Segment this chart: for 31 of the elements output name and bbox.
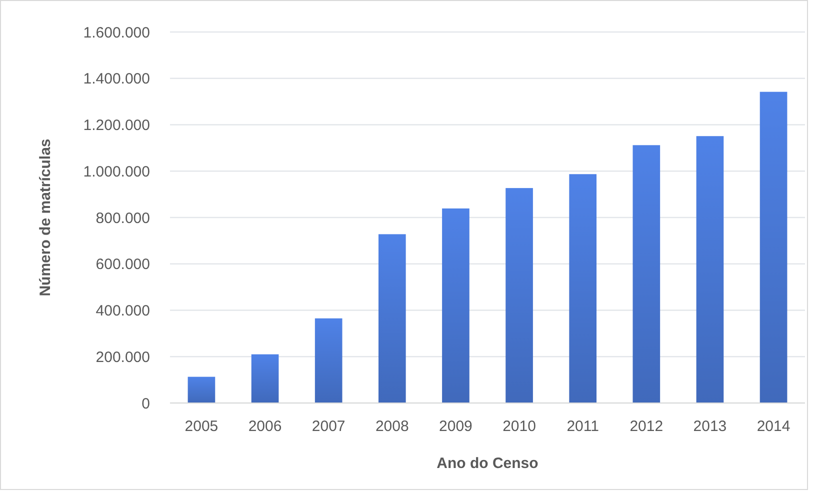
y-axis-title: Número de matrículas	[37, 138, 54, 296]
bar	[314, 318, 342, 403]
x-axis-title: Ano do Censo	[436, 455, 538, 472]
x-tick-label: 2012	[630, 418, 664, 435]
y-tick-label: 400.000	[96, 302, 150, 320]
bar	[506, 188, 533, 403]
y-tick-label: 1.600.000	[83, 24, 150, 42]
x-tick-label: 2014	[756, 418, 790, 435]
y-tick-label: 1.400.000	[83, 70, 150, 88]
y-tick-label: 800.000	[96, 210, 150, 227]
x-tick-label: 2013	[693, 418, 727, 435]
y-tick-label: 0	[142, 395, 150, 412]
bar	[378, 234, 406, 403]
y-tick-label: 200.000	[96, 348, 150, 366]
bar	[632, 145, 660, 403]
bar	[569, 174, 597, 403]
y-tick-label: 1.000.000	[83, 163, 150, 180]
bar	[696, 136, 724, 403]
x-tick-label: 2008	[375, 418, 409, 435]
x-tick-label: 2005	[184, 418, 218, 435]
bar	[251, 354, 279, 403]
y-tick-label: 600.000	[96, 256, 150, 274]
x-tick-label: 2009	[439, 418, 472, 435]
bar	[442, 208, 470, 403]
x-tick-label: 2007	[312, 418, 346, 435]
bar	[188, 376, 216, 403]
x-tick-label: 2006	[248, 418, 282, 435]
x-tick-label: 2011	[566, 418, 599, 435]
bar	[760, 92, 788, 403]
x-tick-label: 2010	[502, 418, 536, 435]
y-tick-label: 1.200.000	[83, 117, 150, 134]
